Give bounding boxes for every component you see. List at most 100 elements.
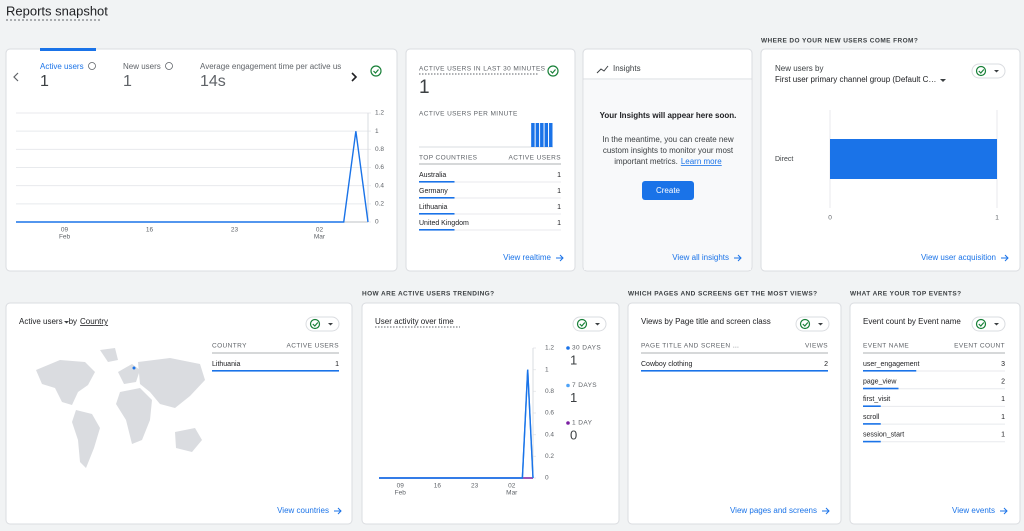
x-tick-month: Feb	[395, 490, 407, 497]
bar	[535, 123, 540, 147]
row-value: 1	[1001, 414, 1005, 421]
tab-label[interactable]: New users	[123, 62, 161, 71]
row-value: 1	[557, 220, 561, 227]
bar	[531, 123, 535, 147]
caret[interactable]	[64, 321, 69, 324]
link-arrow[interactable]	[556, 254, 564, 262]
insights-text: important metrics. Learn more	[614, 157, 722, 166]
link-arrow[interactable]	[334, 507, 342, 515]
card-link[interactable]: View countries	[277, 506, 329, 515]
overview-card	[5, 48, 398, 272]
compare-pill[interactable]	[572, 316, 607, 332]
prev-arrow[interactable]	[13, 72, 19, 82]
dimension-selector[interactable]: First user primary channel group (Defaul…	[775, 75, 936, 84]
status-check	[312, 322, 319, 327]
status-icon	[975, 65, 987, 77]
australia	[175, 428, 202, 452]
dimension-selector[interactable]: Country	[80, 317, 108, 326]
section-heading: WHICH PAGES AND SCREENS GET THE MOST VIE…	[628, 291, 817, 298]
share-bar	[863, 440, 881, 443]
row-value: 1	[1001, 432, 1005, 439]
x-tick-label: 1	[995, 215, 999, 222]
create-button[interactable]	[642, 181, 694, 200]
tab-label[interactable]: Active users	[40, 62, 84, 71]
countries-card	[5, 302, 353, 525]
compare-pill[interactable]	[971, 63, 1006, 79]
card-link[interactable]: View events	[952, 506, 995, 515]
y-tick-label: 0.8	[545, 388, 554, 395]
next-arrow[interactable]	[351, 72, 358, 82]
caret[interactable]	[818, 323, 823, 326]
pages-card	[627, 302, 842, 525]
help-icon[interactable]	[88, 62, 96, 70]
caret[interactable]	[595, 323, 600, 326]
link-arrow[interactable]	[734, 254, 742, 262]
x-tick-month: Mar	[506, 490, 518, 497]
bar	[549, 123, 553, 147]
compare-pill[interactable]	[971, 316, 1006, 332]
card-title: User activity over time	[375, 317, 454, 326]
category-label: Direct	[775, 156, 793, 163]
tab-value: 14s	[200, 73, 226, 90]
section-heading: WHERE DO YOUR NEW USERS COME FROM?	[761, 38, 918, 45]
link-arrow[interactable]	[1001, 254, 1009, 262]
insights-icon	[596, 65, 609, 74]
share-bar	[863, 423, 881, 425]
africa	[116, 388, 152, 444]
insights-heading: Your Insights will appear here soon.	[600, 111, 737, 120]
x-tick-label: 23	[231, 227, 239, 234]
x-tick-label: 09	[61, 227, 69, 234]
caret[interactable]	[328, 323, 333, 326]
card-subtitle: ACTIVE USERS PER MINUTE	[419, 111, 518, 118]
column-header: EVENT NAME	[863, 343, 909, 350]
realtime-card	[405, 48, 576, 272]
card-link[interactable]: View realtime	[503, 253, 551, 262]
y-tick-label: 0.6	[545, 410, 554, 417]
link-arrow[interactable]	[1000, 507, 1008, 515]
status-check	[978, 322, 985, 327]
column-header: COUNTRY	[212, 343, 247, 350]
legend-value: 1	[570, 390, 577, 405]
tab-label[interactable]: Average engagement time per active us	[200, 62, 341, 71]
help-icon[interactable]	[165, 62, 173, 70]
share-bar	[419, 229, 455, 231]
share-bar	[863, 405, 881, 407]
row-value: 1	[335, 361, 339, 368]
insights-text: custom insights to monitor your most	[603, 146, 734, 155]
compare-pill[interactable]	[305, 316, 340, 332]
button-label[interactable]: Create	[656, 186, 681, 195]
caret[interactable]	[994, 70, 999, 73]
insights-text: important metrics.	[614, 157, 678, 166]
caret[interactable]	[940, 79, 946, 82]
y-tick-label: 1.2	[375, 110, 384, 117]
legend-dot	[566, 383, 570, 388]
compare-pill[interactable]	[795, 316, 830, 332]
share-bar	[419, 213, 455, 215]
events-card	[849, 302, 1021, 525]
row-label: Lithuania	[212, 361, 241, 368]
card-link[interactable]: View all insights	[672, 253, 729, 262]
share-bar	[419, 197, 455, 199]
legend-label: 30 DAYS	[572, 345, 601, 352]
column-header: ACTIVE USERS	[509, 155, 562, 162]
x-tick-label: 09	[397, 483, 405, 490]
bar	[544, 123, 549, 147]
card-link[interactable]: View pages and screens	[730, 506, 817, 515]
legend-value: 0	[570, 427, 577, 442]
status-icon	[975, 318, 987, 330]
metric-selector[interactable]: Active users	[19, 317, 63, 326]
card-title: Event count by Event name	[863, 317, 961, 326]
row-label: Cowboy clothing	[641, 361, 692, 368]
card-title: Views by Page title and screen class	[641, 317, 771, 326]
y-tick-label: 0.2	[375, 201, 384, 208]
link-arrow[interactable]	[822, 507, 830, 515]
y-tick-label: 0.4	[375, 182, 384, 189]
learn-more-link[interactable]: Learn more	[681, 157, 722, 166]
row-label: session_start	[863, 432, 904, 439]
card-link[interactable]: View user acquisition	[921, 253, 996, 262]
page-title: Reports snapshot	[6, 3, 108, 18]
row-label: United Kingdom	[419, 220, 469, 227]
caret[interactable]	[994, 323, 999, 326]
row-label: user_engagement	[863, 361, 919, 368]
card-title: New users by	[775, 64, 823, 73]
